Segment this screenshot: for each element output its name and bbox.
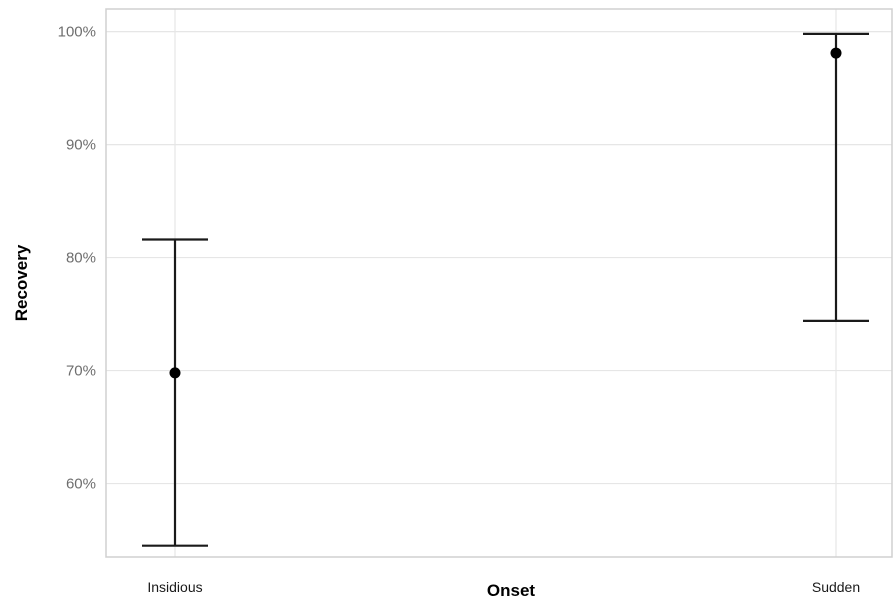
error-bar-sudden [803, 32, 869, 322]
y-tick-label: 60% [66, 476, 96, 493]
y-tick-label: 80% [66, 250, 96, 267]
grid-lines [106, 9, 892, 557]
plot-panel-border [105, 8, 893, 558]
x-tick-label: Insidious [147, 579, 202, 595]
data-point-sudden [830, 47, 842, 59]
y-axis-ticks: 60% 70% 80% 90% 100% [58, 24, 96, 493]
error-bar-insidious [142, 238, 208, 547]
x-axis-ticks: Insidious Sudden [147, 579, 860, 595]
y-tick-label: 70% [66, 363, 96, 380]
data-marks [142, 32, 869, 547]
y-axis-title: Recovery [12, 244, 31, 321]
y-tick-label: 90% [66, 137, 96, 154]
x-axis-title: Onset [487, 581, 536, 600]
data-point-insidious [169, 367, 181, 379]
x-tick-label: Sudden [812, 579, 860, 595]
y-tick-label: 100% [58, 24, 96, 41]
